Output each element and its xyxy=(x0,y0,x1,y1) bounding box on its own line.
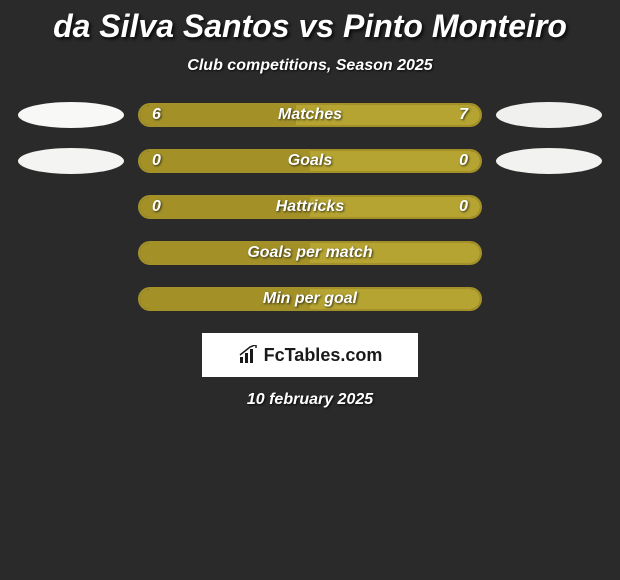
stat-label: Min per goal xyxy=(140,289,480,309)
stat-label: Goals per match xyxy=(140,243,480,263)
page-title: da Silva Santos vs Pinto Monteiro xyxy=(0,8,620,45)
stat-bar: Goals per match xyxy=(138,241,482,265)
date-label: 10 february 2025 xyxy=(0,391,620,409)
stat-bar: Min per goal xyxy=(138,287,482,311)
stat-row: Min per goal xyxy=(0,287,620,311)
logo-box[interactable]: FcTables.com xyxy=(202,333,418,377)
stat-label: Goals xyxy=(140,151,480,171)
chart-icon xyxy=(238,345,260,365)
stat-label: Hattricks xyxy=(140,197,480,217)
comparison-widget: da Silva Santos vs Pinto Monteiro Club c… xyxy=(0,0,620,409)
stat-row: 00Goals xyxy=(0,149,620,173)
player-right-ellipse xyxy=(496,148,602,174)
player-left-ellipse xyxy=(18,102,124,128)
stat-row: 00Hattricks xyxy=(0,195,620,219)
stat-bar: 67Matches xyxy=(138,103,482,127)
player-right-ellipse xyxy=(496,102,602,128)
subtitle: Club competitions, Season 2025 xyxy=(0,57,620,75)
logo-text: FcTables.com xyxy=(264,345,383,366)
stat-rows: 67Matches 00Goals 00Hattricks Goals per mat… xyxy=(0,103,620,311)
stat-bar: 00Goals xyxy=(138,149,482,173)
stat-row: Goals per match xyxy=(0,241,620,265)
stat-bar: 00Hattricks xyxy=(138,195,482,219)
stat-row: 67Matches xyxy=(0,103,620,127)
stat-label: Matches xyxy=(140,105,480,125)
player-left-ellipse xyxy=(18,148,124,174)
